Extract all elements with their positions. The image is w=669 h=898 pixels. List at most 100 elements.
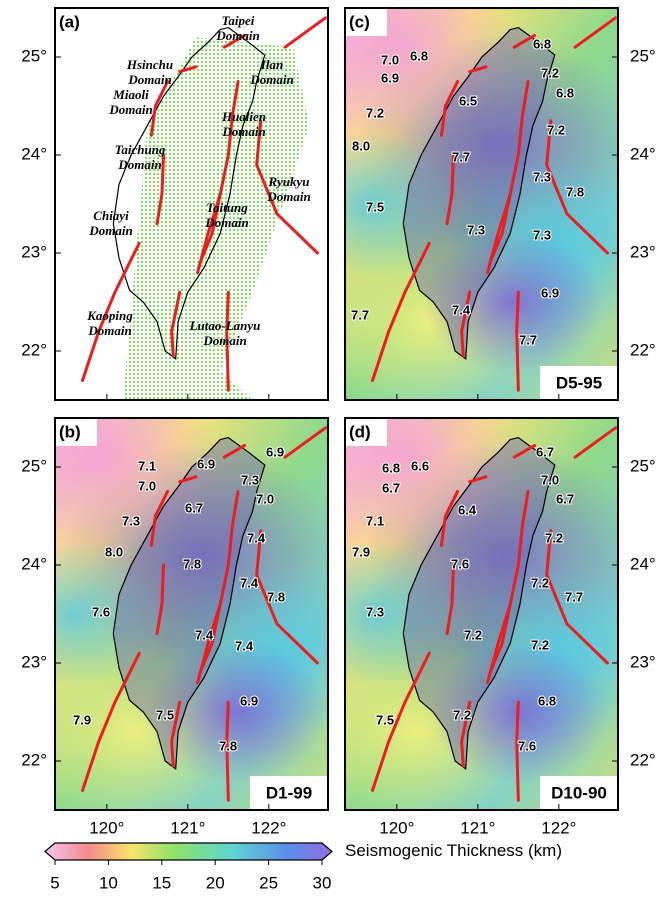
domain-name: Ryukyu (268, 174, 310, 189)
lat-label: 24° (21, 144, 47, 163)
thickness-label: 7.5 (376, 712, 394, 727)
thickness-label: 8.0 (105, 544, 123, 559)
thickness-label: 7.0 (256, 491, 274, 506)
thickness-label: 7.8 (566, 184, 584, 199)
thickness-label: 7.8 (219, 738, 237, 753)
domain-name: Domain (221, 124, 265, 139)
thickness-label: 6.7 (536, 444, 554, 459)
domain-name: Domain (249, 72, 293, 87)
lat-label: 23° (21, 652, 47, 671)
colorbar-tick-label: 25 (259, 873, 278, 892)
domain-name: Chiayi (93, 208, 129, 223)
thickness-label: 6.9 (541, 285, 559, 300)
lat-label: 24° (630, 554, 656, 573)
thickness-label: 7.2 (547, 122, 565, 137)
thickness-label: 7.1 (138, 458, 156, 473)
domain-name: Kaoping (86, 308, 133, 323)
thickness-label: 6.9 (266, 444, 284, 459)
thickness-label: 7.9 (73, 712, 91, 727)
domain-name: Domain (88, 223, 132, 238)
thickness-label: 7.8 (183, 556, 201, 571)
lat-label: 22° (21, 750, 47, 769)
thickness-label: 6.8 (538, 693, 556, 708)
lon-label: 122° (251, 818, 286, 837)
map-content: TaipeiDomainHsinchuDomainIlanDomainMiaol… (55, 8, 328, 400)
domain-name: Domain (215, 28, 259, 43)
thickness-label: 6.9 (381, 70, 399, 85)
colorbar-tick-label: 5 (50, 873, 59, 892)
lon-label: 122° (541, 818, 576, 837)
map-panel: TaipeiDomainHsinchuDomainIlanDomainMiaol… (21, 8, 328, 400)
panel-tag: D1-99 (266, 783, 312, 802)
domain-name: Ilan (260, 57, 283, 72)
lat-label: 25° (21, 456, 47, 475)
thickness-label: 7.2 (531, 637, 549, 652)
thickness-label: 7.3 (533, 169, 551, 184)
thickness-label: 7.0 (541, 472, 559, 487)
lon-label: 120° (379, 818, 414, 837)
thickness-label: 6.8 (533, 36, 551, 51)
lat-label: 25° (21, 46, 47, 65)
lat-label: 23° (630, 242, 656, 261)
thickness-label: 7.9 (352, 544, 370, 559)
thickness-label: 7.6 (92, 604, 110, 619)
domain-name: Domain (202, 333, 246, 348)
thickness-label: 7.4 (195, 627, 214, 642)
thickness-label: 7.7 (351, 307, 369, 322)
thickness-label: 7.0 (381, 52, 399, 67)
colorbar (45, 843, 332, 860)
colorbar-tick-label: 30 (313, 873, 332, 892)
thickness-label: 7.8 (267, 589, 285, 604)
lat-label: 25° (630, 46, 656, 65)
thickness-label: 6.8 (382, 460, 400, 475)
thickness-label: 7.4 (240, 575, 259, 590)
lon-label: 121° (460, 818, 495, 837)
thickness-label: 7.5 (366, 199, 384, 214)
panel-id: (c) (349, 12, 370, 31)
panel-id: (b) (59, 422, 81, 441)
thickness-label: 7.5 (156, 707, 174, 722)
lat-label: 23° (21, 242, 47, 261)
thickness-label: 7.3 (122, 513, 140, 528)
panel-id: (d) (349, 422, 371, 441)
panel-tag: D10-90 (551, 783, 607, 802)
lat-label: 22° (21, 340, 47, 359)
thickness-label: 7.4 (247, 530, 266, 545)
thickness-label: 6.8 (410, 48, 428, 63)
thickness-label: 6.5 (459, 93, 477, 108)
colorbar-tick-label: 15 (152, 873, 171, 892)
domain-name: Domain (87, 323, 131, 338)
domain-name: Hualien (221, 109, 266, 124)
thickness-label: 7.3 (241, 472, 259, 487)
figure: TaipeiDomainHsinchuDomainIlanDomainMiaol… (0, 0, 669, 898)
domain-name: Taitung (206, 200, 248, 215)
thickness-label: 6.7 (556, 491, 574, 506)
thickness-label: 7.3 (533, 227, 551, 242)
thickness-label: 8.0 (352, 138, 370, 153)
thickness-label: 7.2 (366, 105, 384, 120)
domain-name: Taipei (222, 13, 255, 28)
domain-name: Taichung (115, 142, 166, 157)
thickness-label: 7.6 (451, 556, 469, 571)
thickness-label: 7.2 (453, 707, 471, 722)
thickness-label: 7.7 (565, 589, 583, 604)
lon-label: 121° (170, 818, 205, 837)
thickness-label: 6.9 (197, 456, 215, 471)
domain-name: Domain (266, 189, 310, 204)
domain-name: Miaoli (112, 87, 149, 102)
domain-name: Domain (204, 215, 248, 230)
domain-name: Domain (127, 72, 171, 87)
thickness-label: 7.1 (366, 513, 384, 528)
panel-tag: D5-95 (556, 373, 602, 392)
thickness-label: 7.4 (235, 638, 254, 653)
thickness-label: 7.7 (519, 332, 537, 347)
lat-label: 23° (630, 652, 656, 671)
domain-name: Domain (117, 157, 161, 172)
thickness-label: 6.6 (411, 458, 429, 473)
thickness-label: 6.9 (240, 693, 258, 708)
thickness-label: 7.4 (452, 302, 471, 317)
colorbar-tick-label: 10 (99, 873, 118, 892)
thickness-label: 7.2 (531, 575, 549, 590)
thickness-label: 7.7 (452, 149, 470, 164)
